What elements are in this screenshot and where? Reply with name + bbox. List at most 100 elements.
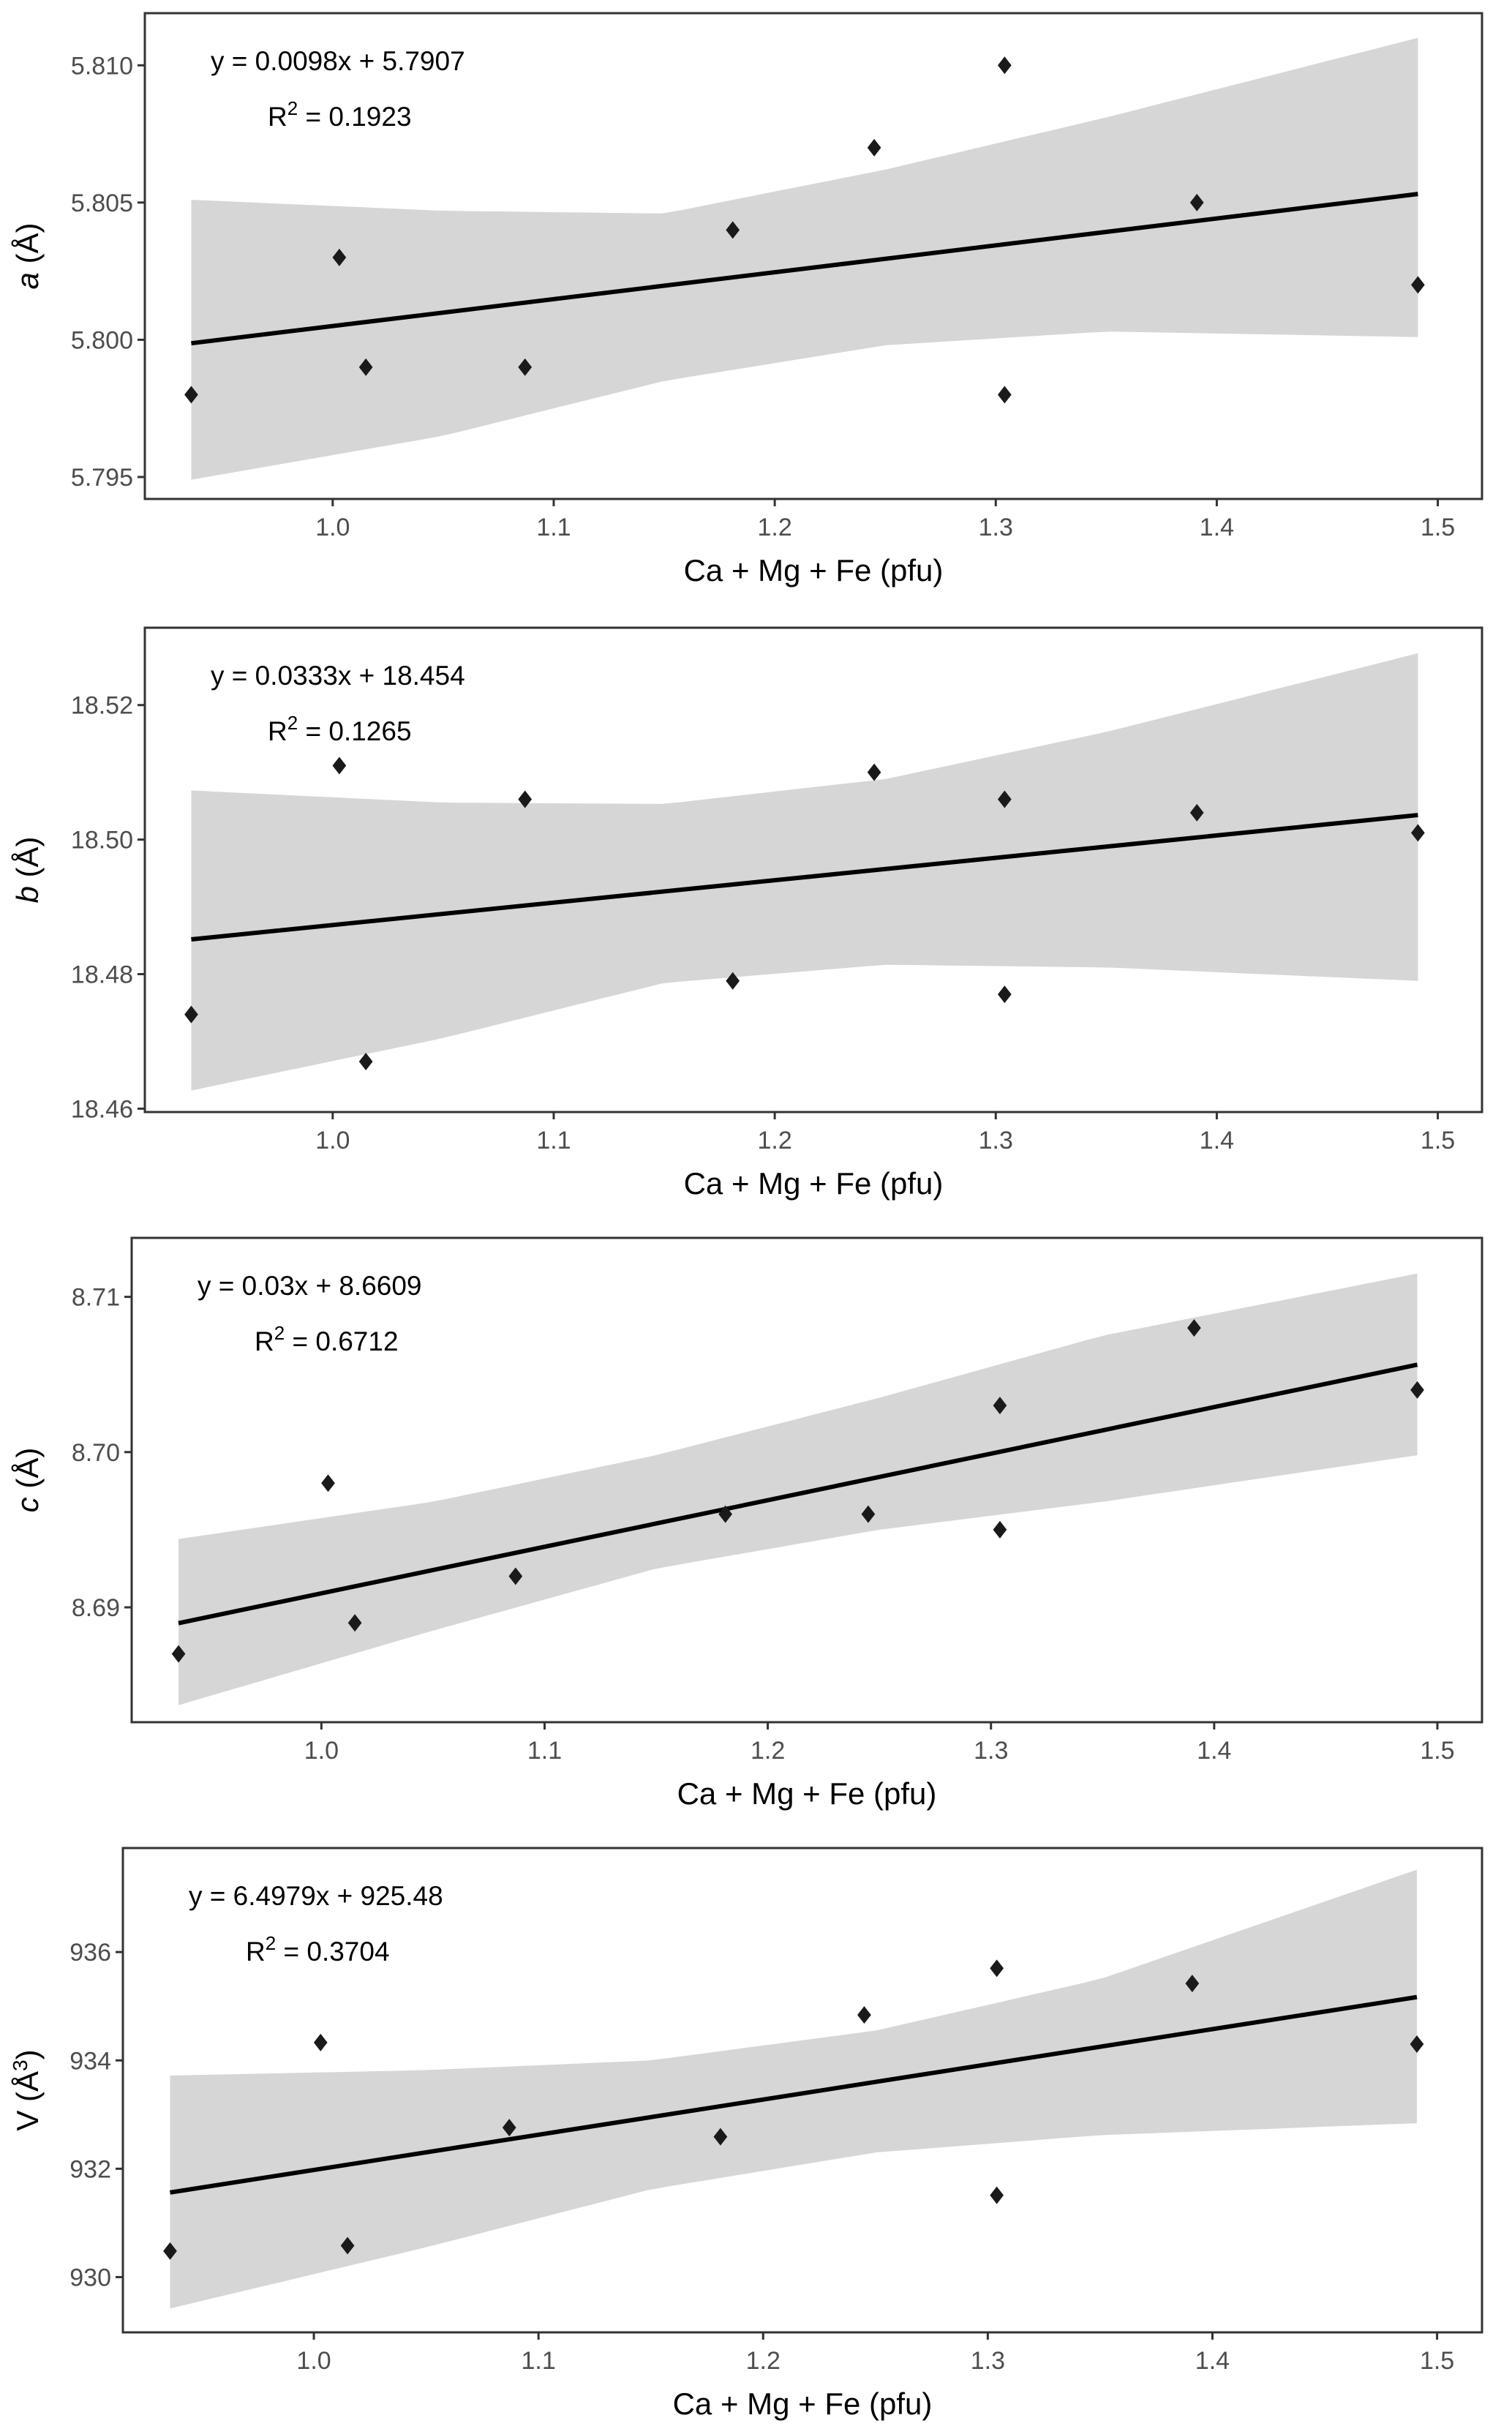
x-tick-label: 1.5 bbox=[1420, 2347, 1454, 2375]
x-tick-label: 1.1 bbox=[527, 1737, 562, 1765]
equation-label: y = 0.0333x + 18.454 bbox=[211, 661, 465, 691]
y-tick-label: 8.71 bbox=[72, 1284, 120, 1312]
y-tick-label: 18.46 bbox=[71, 1095, 133, 1123]
data-point bbox=[1410, 1381, 1424, 1399]
equation-label: y = 6.4979x + 925.48 bbox=[189, 1881, 443, 1911]
confidence-band bbox=[178, 1273, 1418, 1705]
data-point bbox=[861, 1505, 876, 1523]
data-point bbox=[1189, 803, 1204, 822]
data-point bbox=[1411, 824, 1425, 842]
x-tick-label: 1.4 bbox=[1200, 514, 1234, 541]
y-axis-title: b (Å) bbox=[10, 836, 45, 903]
y-tick-label: 5.805 bbox=[71, 189, 133, 217]
panel-a: 5.795 5.800 5.805 5.810 1.0 1.1 1.2 1.3 1.4 1.5 Ca… bbox=[10, 12, 1483, 587]
x-tick-label: 1.3 bbox=[979, 514, 1013, 541]
x-tick-label: 1.2 bbox=[751, 1737, 785, 1765]
panel-c: 8.69 8.70 8.71 1.0 1.1 1.2 1.3 1.4 1.5 Ca + Mg + … bbox=[10, 1236, 1483, 1811]
y-tick-label: 932 bbox=[69, 2155, 111, 2183]
x-axis-title: Ca + Mg + Fe (pfu) bbox=[684, 553, 944, 587]
regression-line bbox=[170, 1994, 1418, 2195]
confidence-band bbox=[170, 1869, 1417, 2309]
r-squared-label: R2 = 0.3704 bbox=[246, 1932, 390, 1967]
x-tick-label: 1.0 bbox=[315, 1127, 350, 1154]
data-point bbox=[997, 386, 1012, 404]
y-axis-title: V (Å3) bbox=[9, 2049, 45, 2130]
equation-label: y = 0.0098x + 5.7907 bbox=[211, 46, 465, 76]
x-tick-label: 1.2 bbox=[746, 2347, 781, 2375]
data-point bbox=[184, 1005, 198, 1024]
x-tick-label: 1.3 bbox=[979, 1127, 1013, 1154]
data-point bbox=[508, 1567, 523, 1585]
x-tick-label: 1.0 bbox=[315, 514, 350, 541]
data-point bbox=[726, 972, 740, 990]
x-axis-title: Ca + Mg + Fe (pfu) bbox=[673, 2386, 933, 2421]
data-point bbox=[332, 248, 347, 266]
data-point bbox=[867, 138, 881, 157]
x-tick-label: 1.1 bbox=[536, 1127, 571, 1154]
data-point bbox=[1187, 1319, 1201, 1337]
x-tick-label: 1.2 bbox=[757, 514, 791, 541]
data-point bbox=[993, 1520, 1007, 1539]
y-axis-title: c (Å) bbox=[10, 1448, 45, 1513]
x-tick-label: 1.3 bbox=[974, 1737, 1008, 1765]
data-point bbox=[726, 221, 740, 239]
x-tick-label: 1.5 bbox=[1420, 1737, 1454, 1765]
y-tick-label: 5.810 bbox=[71, 52, 133, 80]
panel-border bbox=[143, 12, 1483, 500]
x-tick-label: 1.4 bbox=[1195, 2347, 1230, 2375]
data-point bbox=[163, 2242, 177, 2260]
x-tick-label: 1.5 bbox=[1421, 514, 1455, 541]
panel-V: 930 932 934 936 1.0 1.1 1.2 1.3 1.4 1.5 Ca + Mg + … bbox=[9, 1847, 1483, 2421]
x-tick-label: 1.5 bbox=[1421, 1127, 1455, 1154]
panel-border bbox=[130, 1236, 1483, 1724]
x-axis-title: Ca + Mg + Fe (pfu) bbox=[677, 1776, 937, 1811]
r-squared-label: R2 = 0.1923 bbox=[268, 97, 412, 132]
data-point bbox=[358, 1053, 373, 1071]
x-axis-title: Ca + Mg + Fe (pfu) bbox=[684, 1166, 944, 1201]
data-point bbox=[997, 985, 1012, 1004]
data-point bbox=[990, 2186, 1004, 2204]
data-point bbox=[321, 1474, 335, 1492]
equation-label: y = 0.03x + 8.6609 bbox=[198, 1271, 422, 1301]
x-tick-label: 1.4 bbox=[1200, 1127, 1234, 1154]
data-point bbox=[993, 1397, 1007, 1415]
data-point bbox=[713, 2128, 728, 2146]
data-point bbox=[518, 790, 533, 808]
data-point bbox=[718, 1505, 732, 1523]
data-point bbox=[171, 1645, 186, 1663]
panel-b: 18.46 18.48 18.50 18.52 1.0 1.1 1.2 1.3 1.4 1.5 Ca… bbox=[10, 626, 1483, 1201]
x-tick-label: 1.0 bbox=[296, 2347, 331, 2375]
data-point bbox=[857, 2006, 871, 2024]
data-point bbox=[313, 2033, 328, 2051]
y-tick-label: 18.50 bbox=[71, 827, 133, 855]
x-tick-label: 1.1 bbox=[522, 2347, 556, 2375]
panel-border bbox=[143, 626, 1483, 1114]
data-point bbox=[502, 2119, 516, 2137]
confidence-band bbox=[191, 653, 1418, 1091]
data-point bbox=[340, 2237, 355, 2255]
r-squared-label: R2 = 0.1265 bbox=[268, 712, 412, 746]
x-tick-label: 1.3 bbox=[971, 2347, 1005, 2375]
confidence-band bbox=[191, 37, 1418, 480]
panel-border bbox=[121, 1847, 1483, 2334]
data-point bbox=[867, 763, 881, 781]
data-point bbox=[1411, 276, 1425, 294]
y-tick-label: 936 bbox=[69, 1939, 111, 1967]
x-tick-label: 1.2 bbox=[757, 1127, 791, 1154]
y-tick-label: 8.69 bbox=[72, 1594, 120, 1622]
y-axis-title: a (Å) bbox=[10, 222, 45, 289]
data-point bbox=[997, 790, 1012, 808]
data-point bbox=[358, 358, 373, 376]
data-point bbox=[184, 386, 198, 404]
x-tick-label: 1.4 bbox=[1197, 1737, 1231, 1765]
y-tick-label: 5.800 bbox=[71, 326, 133, 354]
regression-line bbox=[191, 813, 1418, 942]
data-point bbox=[518, 358, 533, 376]
y-tick-label: 18.48 bbox=[71, 961, 133, 989]
data-point bbox=[990, 1959, 1004, 1978]
y-tick-label: 5.795 bbox=[71, 464, 133, 492]
x-tick-label: 1.0 bbox=[304, 1737, 339, 1765]
y-tick-label: 934 bbox=[69, 2047, 111, 2075]
x-tick-label: 1.1 bbox=[536, 514, 571, 541]
